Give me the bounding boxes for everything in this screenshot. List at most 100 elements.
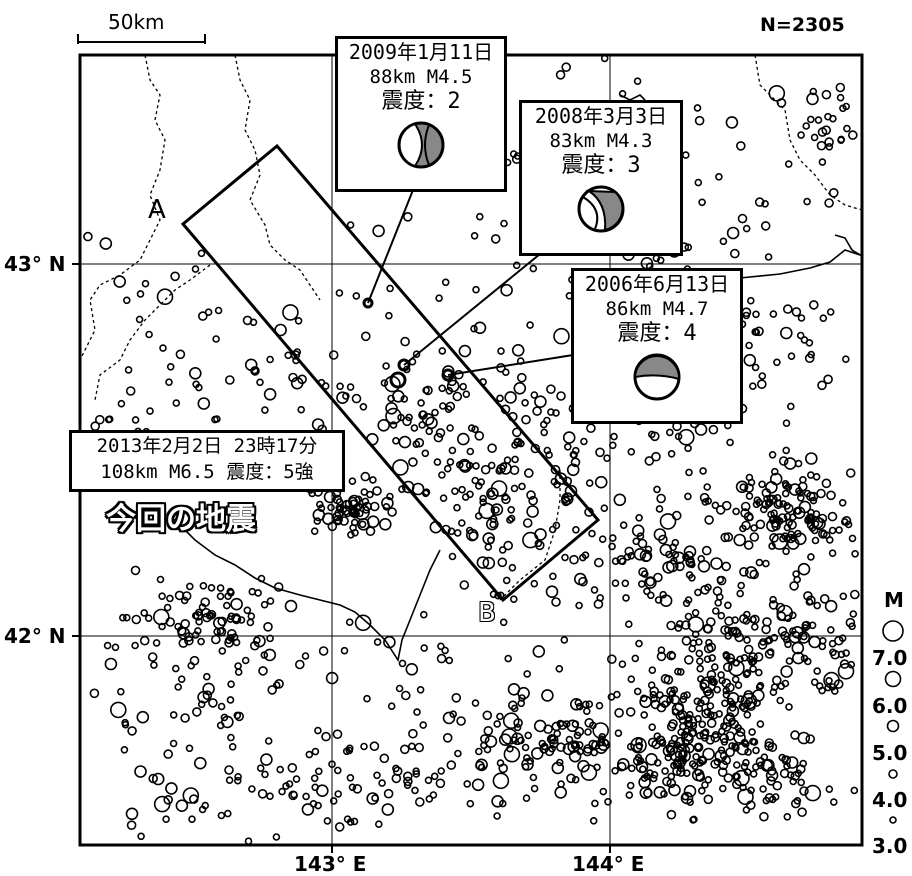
earthquake-marker [782, 481, 790, 490]
earthquake-marker [532, 406, 542, 416]
earthquake-marker [453, 529, 462, 537]
earthquake-marker [544, 746, 555, 757]
earthquake-marker [670, 557, 678, 565]
earthquake-marker [746, 296, 755, 305]
earthquake-marker [702, 623, 713, 634]
earthquake-marker [796, 331, 805, 340]
earthquake-marker [619, 521, 628, 530]
earthquake-marker [563, 442, 572, 451]
earthquake-marker [776, 696, 785, 705]
earthquake-marker [720, 737, 729, 746]
earthquake-marker [380, 379, 389, 387]
earthquake-marker [663, 674, 674, 685]
earthquake-marker [796, 493, 805, 502]
earthquake-marker [749, 770, 758, 778]
earthquake-marker [294, 659, 305, 670]
earthquake-marker [189, 366, 202, 380]
earthquake-marker [564, 484, 578, 498]
earthquake-marker [778, 456, 789, 466]
earthquake-marker [797, 314, 806, 322]
earthquake-marker [751, 763, 760, 771]
earthquake-marker [731, 675, 740, 684]
earthquake-marker [635, 760, 649, 774]
earthquake-marker [117, 687, 125, 696]
earthquake-marker [492, 506, 500, 514]
earthquake-marker [694, 178, 703, 187]
earthquake-marker [310, 527, 319, 536]
earthquake-marker [191, 265, 200, 273]
earthquake-marker [441, 646, 449, 655]
earthquake-marker [826, 490, 836, 501]
legend-title: M [884, 588, 904, 612]
earthquake-marker [243, 606, 252, 615]
earthquake-marker [653, 785, 667, 799]
earthquake-marker [530, 391, 539, 399]
earthquake-marker [734, 681, 743, 690]
earthquake-marker [775, 499, 783, 508]
earthquake-marker [571, 740, 580, 749]
earthquake-marker [675, 620, 684, 628]
earthquake-marker [808, 300, 819, 310]
earthquake-marker [152, 639, 161, 647]
earthquake-marker [125, 807, 139, 821]
earthquake-marker [658, 534, 668, 545]
earthquake-marker [737, 788, 754, 806]
earthquake-marker [435, 294, 443, 303]
earthquake-marker [825, 785, 834, 794]
event-depth-magnitude: 88km M4.5 [369, 66, 473, 88]
earthquake-marker [210, 502, 220, 513]
earthquake-marker [824, 198, 834, 208]
earthquake-marker [643, 587, 651, 596]
earthquake-marker [738, 613, 749, 624]
earthquake-marker [494, 591, 502, 600]
earthquake-marker [809, 87, 818, 96]
earthquake-marker [791, 651, 805, 665]
earthquake-marker [458, 485, 466, 494]
earthquake-marker [180, 618, 190, 629]
earthquake-marker [333, 514, 343, 525]
earthquake-marker [695, 649, 704, 658]
earthquake-marker [754, 326, 764, 337]
earthquake-marker [711, 501, 720, 510]
earthquake-marker [770, 518, 781, 528]
earthquake-marker [530, 747, 544, 760]
earthquake-marker [433, 432, 444, 443]
earthquake-marker [276, 765, 285, 774]
earthquake-marker [651, 739, 662, 750]
earthquake-marker [725, 747, 735, 758]
earthquake-marker [626, 781, 635, 790]
earthquake-marker [787, 530, 796, 539]
earthquake-marker [743, 644, 754, 655]
earthquake-marker [545, 451, 553, 459]
earthquake-marker [170, 271, 180, 282]
earthquake-marker [526, 505, 539, 518]
earthquake-marker [264, 737, 273, 745]
earthquake-marker [743, 669, 752, 677]
earthquake-marker [731, 742, 739, 751]
earthquake-marker [387, 702, 396, 711]
earthquake-marker [643, 788, 653, 798]
earthquake-marker [526, 490, 536, 500]
earthquake-marker [703, 655, 712, 664]
earthquake-marker [516, 372, 527, 383]
earthquake-marker [555, 664, 564, 673]
earthquake-marker [172, 399, 181, 407]
earthquake-marker [668, 783, 681, 797]
earthquake-marker [584, 507, 594, 517]
earthquake-marker [785, 703, 793, 711]
earthquake-marker [779, 534, 787, 543]
earthquake-marker [328, 350, 339, 360]
earthquake-marker [808, 635, 821, 649]
earthquake-marker [521, 758, 534, 771]
earthquake-marker [498, 799, 507, 808]
earthquake-marker [824, 599, 838, 613]
earthquake-marker [706, 642, 717, 653]
earthquake-marker [225, 375, 235, 385]
leader-lines [367, 189, 574, 376]
earthquake-marker [467, 424, 476, 432]
earthquake-marker [568, 749, 582, 763]
earthquake-marker [431, 408, 439, 417]
earthquake-marker [631, 654, 640, 663]
earthquake-marker [451, 692, 462, 703]
earthquake-marker [425, 795, 434, 803]
